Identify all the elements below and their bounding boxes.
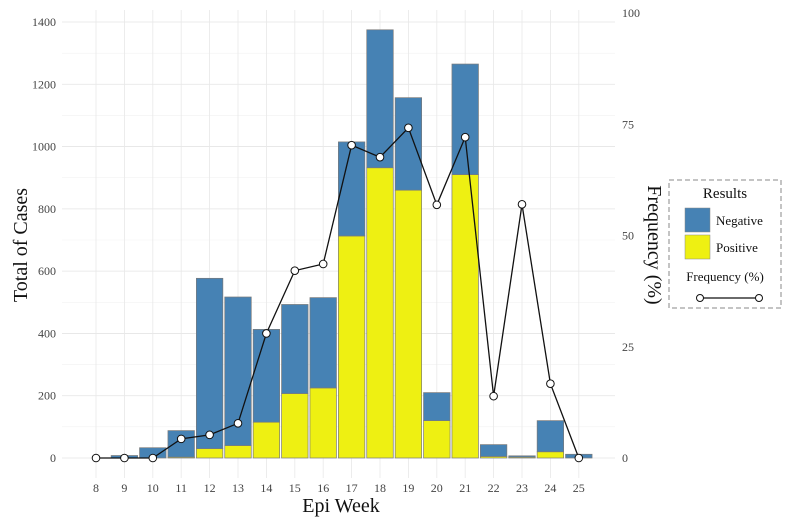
y-axis-ticks: 0 200 400 600 800 1000 1200 1400 — [32, 15, 56, 465]
frequency-point-week-19 — [404, 123, 413, 133]
bar-negative-week-12 — [196, 277, 224, 450]
y2-axis-ticks: 0 25 50 75 100 — [622, 6, 640, 465]
y2-tick-label: 0 — [622, 451, 628, 465]
bar-positive-week-24 — [536, 451, 565, 459]
bar-positive-week-14 — [252, 421, 280, 459]
bar-positive-week-19 — [394, 189, 422, 459]
frequency-point-week-12 — [205, 430, 214, 440]
y-axis-title: Total of Cases — [10, 188, 32, 302]
frequency-point-week-23 — [517, 200, 527, 209]
y2-tick-label: 75 — [622, 117, 634, 131]
bar-negative-week-20 — [423, 392, 451, 421]
x-axis-ticks: 8 9 10 11 12 13 14 15 16 17 18 19 20 21 22 23 24 25 — [93, 481, 585, 495]
x-tick-label: 8 — [93, 481, 99, 495]
x-axis-title: Epi Week — [302, 495, 379, 517]
y-tick-label: 800 — [38, 202, 56, 216]
frequency-line-path — [96, 126, 580, 459]
frequency-point-week-8 — [91, 453, 101, 463]
x-tick-label: 11 — [175, 481, 187, 495]
x-tick-label: 19 — [402, 481, 414, 495]
bar-negative-week-18 — [366, 29, 394, 169]
y-tick-label: 1400 — [32, 15, 56, 29]
y-tick-label: 1200 — [32, 77, 56, 91]
legend-swatch-negative — [684, 207, 711, 233]
frequency-point-week-10 — [148, 453, 158, 463]
legend-line-marker — [696, 294, 704, 302]
legend-line-marker — [755, 294, 763, 302]
bar-negative-week-23 — [508, 455, 536, 458]
x-tick-label: 17 — [346, 481, 358, 495]
x-tick-label: 18 — [374, 481, 386, 495]
legend-title: Results — [703, 186, 747, 202]
frequency-line — [96, 126, 580, 459]
frequency-point-week-20 — [432, 200, 442, 210]
frequency-point-week-17 — [347, 140, 356, 150]
legend-label-negative: Negative — [716, 213, 763, 228]
bar-negative-week-19 — [394, 97, 422, 191]
x-tick-label: 20 — [431, 481, 443, 495]
y-tick-label: 0 — [50, 451, 56, 465]
y2-axis-title: Frequency (%) — [643, 185, 665, 304]
y-tick-label: 200 — [38, 389, 56, 403]
frequency-point-week-21 — [460, 132, 470, 142]
y2-tick-label: 100 — [622, 6, 640, 20]
y2-tick-label: 25 — [622, 340, 634, 354]
bar-negative-week-22 — [480, 444, 508, 457]
bar-negative-week-14 — [252, 329, 280, 423]
legend-label-positive: Positive — [716, 240, 758, 255]
frequency-point-week-11 — [176, 434, 186, 444]
bar-positive-week-17 — [338, 235, 366, 459]
y-tick-label: 600 — [38, 264, 56, 278]
frequency-point-week-9 — [120, 453, 129, 463]
x-tick-label: 15 — [289, 481, 301, 495]
y-tick-label: 1000 — [32, 140, 56, 154]
frequency-point-week-16 — [318, 259, 328, 269]
x-tick-label: 21 — [459, 481, 471, 495]
x-tick-label: 22 — [488, 481, 500, 495]
frequency-point-week-15 — [290, 266, 300, 275]
bar-positive-week-13 — [224, 445, 252, 459]
legend-label-frequency: Frequency (%) — [686, 269, 764, 284]
x-tick-label: 9 — [121, 481, 127, 495]
frequency-point-week-18 — [375, 152, 385, 162]
bar-positive-week-15 — [281, 393, 309, 459]
frequency-point-week-25 — [574, 453, 584, 463]
bar-negative-week-21 — [451, 63, 479, 175]
bar-positive-week-20 — [423, 420, 451, 459]
x-tick-label: 25 — [573, 481, 585, 495]
x-tick-label: 10 — [147, 481, 159, 495]
legend: Results Negative Positive Frequency (%) — [668, 179, 782, 309]
x-tick-label: 24 — [544, 481, 556, 495]
bar-positive-week-18 — [366, 167, 394, 459]
bar-positive-week-12 — [196, 448, 224, 459]
bar-negative-week-17 — [338, 141, 366, 237]
bar-negative-week-15 — [281, 304, 309, 394]
frequency-point-week-14 — [262, 329, 271, 338]
x-tick-label: 13 — [232, 481, 244, 495]
y2-tick-label: 50 — [622, 229, 634, 243]
x-tick-label: 23 — [516, 481, 528, 495]
bar-negative-week-24 — [536, 420, 565, 453]
x-tick-label: 14 — [260, 481, 272, 495]
y-tick-label: 400 — [38, 326, 56, 340]
frequency-point-week-22 — [489, 391, 498, 401]
x-tick-label: 12 — [204, 481, 216, 495]
frequency-points — [91, 123, 584, 463]
x-tick-label: 16 — [317, 481, 329, 495]
frequency-point-week-13 — [233, 418, 243, 428]
bar-positive-week-16 — [309, 387, 337, 459]
frequency-point-week-24 — [546, 379, 555, 388]
legend-swatch-positive — [684, 234, 711, 260]
bar-negative-week-16 — [309, 297, 337, 389]
